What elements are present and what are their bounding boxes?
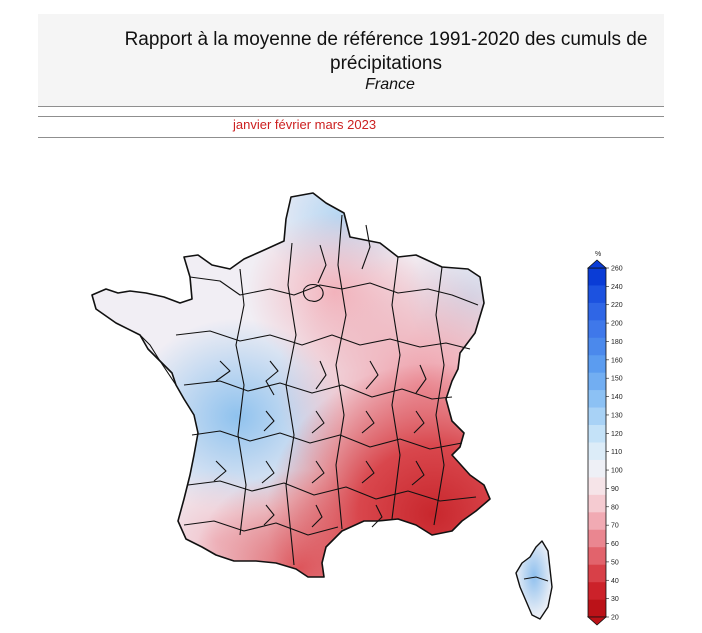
legend-swatch bbox=[588, 564, 606, 583]
legend-tick-label: 140 bbox=[611, 394, 623, 401]
legend-tick-label: 20 bbox=[611, 615, 619, 622]
legend-swatch bbox=[588, 372, 606, 391]
divider-top bbox=[38, 116, 664, 117]
legend-tick-label: 110 bbox=[611, 449, 622, 456]
color-scale-legend: % 260 240 220 200 180 160 150 140 130 120 110 100 90… bbox=[586, 251, 623, 626]
legend-tick-label: 200 bbox=[611, 321, 623, 328]
legend-swatch bbox=[588, 512, 606, 531]
mainland-outline bbox=[91, 192, 491, 578]
legend-swatch bbox=[588, 355, 606, 373]
legend-arrow-top bbox=[586, 259, 608, 269]
legend-swatch bbox=[588, 302, 606, 321]
legend-swatch bbox=[588, 407, 606, 426]
legend-swatch bbox=[588, 268, 606, 286]
legend-swatch bbox=[588, 582, 606, 600]
legend-tick-label: 70 bbox=[611, 523, 619, 530]
legend-swatch bbox=[588, 529, 606, 548]
legend-tick-label: 160 bbox=[611, 357, 623, 364]
legend-tick-label: 100 bbox=[611, 468, 623, 475]
legend-swatches bbox=[587, 267, 607, 618]
legend-tick-label: 130 bbox=[611, 412, 623, 419]
legend-arrow-bottom bbox=[586, 616, 608, 626]
legend-swatch bbox=[588, 442, 606, 461]
period-label: janvier février mars 2023 bbox=[233, 117, 377, 132]
legend-tick-label: 150 bbox=[611, 376, 623, 383]
title-line-1: Rapport à la moyenne de référence 1991-2… bbox=[124, 29, 648, 50]
header-panel: Rapport à la moyenne de référence 1991-2… bbox=[38, 14, 664, 107]
legend-tick-label: 30 bbox=[611, 596, 619, 603]
legend-swatch bbox=[588, 390, 606, 408]
legend-tick-label: 50 bbox=[611, 559, 619, 566]
legend-swatch bbox=[588, 285, 606, 304]
legend-tick-label: 40 bbox=[611, 578, 619, 585]
legend-tick-label: 180 bbox=[611, 339, 623, 346]
mainland-fill bbox=[92, 193, 490, 577]
legend-tick-label: 220 bbox=[611, 302, 623, 309]
map-subtitle: France bbox=[365, 76, 415, 93]
divider-bottom bbox=[38, 137, 664, 138]
legend-ticks: 260 240 220 200 180 160 150 140 130 120 110 100 90 80… bbox=[606, 266, 623, 622]
department-borders bbox=[139, 214, 479, 566]
legend-unit: % bbox=[595, 251, 601, 258]
corse bbox=[515, 540, 553, 620]
legend-tick-label: 90 bbox=[611, 486, 619, 493]
legend-tick-label: 80 bbox=[611, 504, 619, 511]
france-precipitation-map bbox=[91, 192, 553, 620]
title-line-2: précipitations bbox=[330, 53, 442, 74]
legend-tick-label: 120 bbox=[611, 431, 623, 438]
legend-swatch bbox=[588, 599, 606, 618]
map-title: Rapport à la moyenne de référence 1991-2… bbox=[38, 28, 664, 76]
legend-swatch bbox=[588, 425, 606, 443]
legend-swatch bbox=[588, 459, 606, 478]
legend-swatch bbox=[588, 337, 606, 356]
legend-swatch bbox=[588, 477, 606, 496]
legend-swatch bbox=[588, 494, 606, 513]
legend-swatch bbox=[588, 320, 606, 339]
legend-tick-label: 60 bbox=[611, 541, 619, 548]
legend-tick-label: 240 bbox=[611, 284, 623, 291]
legend-tick-label: 260 bbox=[611, 266, 623, 273]
legend-swatch bbox=[588, 547, 606, 565]
